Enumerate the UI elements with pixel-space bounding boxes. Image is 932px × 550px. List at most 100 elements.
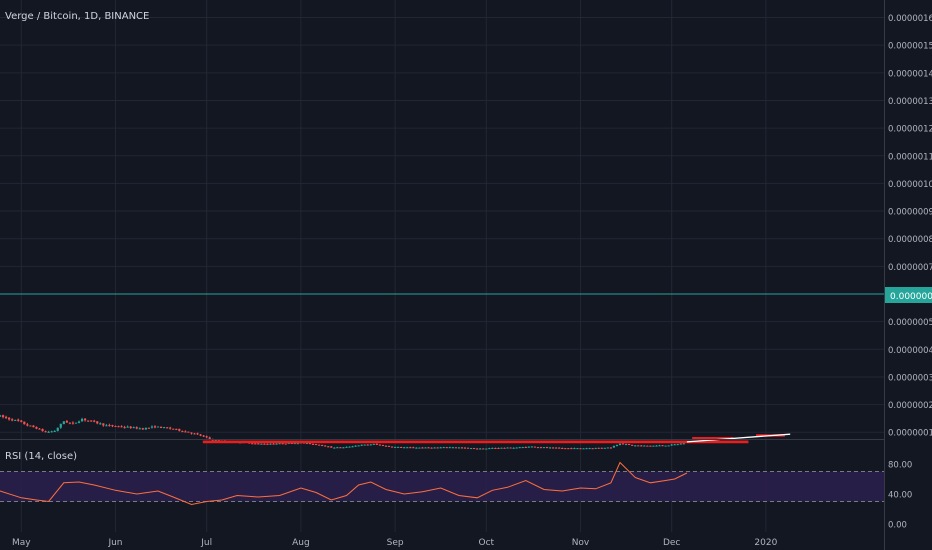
candle-body bbox=[591, 448, 594, 450]
candle-body bbox=[47, 431, 50, 433]
candle-body bbox=[597, 447, 600, 449]
trendline bbox=[686, 433, 791, 443]
time-axis[interactable]: May Jun Jul Aug Sep Oct Nov Dec 2020 bbox=[12, 538, 778, 548]
candle-body bbox=[372, 443, 375, 445]
candle-body bbox=[339, 447, 342, 449]
rsi-tick-label: 0.00 bbox=[888, 521, 907, 531]
resistance-zone bbox=[202, 440, 749, 444]
candle-body bbox=[561, 447, 564, 449]
candle-body bbox=[144, 427, 147, 430]
candle-body bbox=[539, 447, 543, 449]
candle-body bbox=[172, 428, 175, 430]
candle-body bbox=[23, 421, 26, 425]
candle-body bbox=[351, 446, 354, 448]
candle-body bbox=[387, 445, 391, 447]
candle-body bbox=[418, 447, 421, 449]
candle-body bbox=[8, 417, 11, 420]
candle-body bbox=[615, 444, 619, 447]
candle-body bbox=[357, 445, 360, 447]
last-price-tag: 0.00000060 bbox=[885, 287, 932, 303]
candle-body bbox=[603, 447, 606, 449]
candle-body bbox=[628, 443, 631, 445]
candle-body bbox=[87, 420, 90, 422]
candle-body bbox=[637, 445, 640, 447]
candle-body bbox=[254, 443, 257, 445]
candle-body bbox=[251, 443, 254, 445]
candle-body bbox=[327, 446, 330, 448]
candle-body bbox=[272, 443, 275, 445]
candle-body bbox=[208, 437, 211, 439]
candle-body bbox=[163, 427, 166, 429]
candle-body bbox=[135, 427, 138, 429]
candle-body bbox=[536, 447, 540, 449]
candle-body bbox=[311, 443, 315, 445]
candle-body bbox=[196, 433, 199, 435]
time-tick-label: Nov bbox=[572, 538, 590, 548]
candle-body bbox=[375, 443, 378, 445]
candle-body bbox=[360, 444, 363, 446]
candle-body bbox=[530, 446, 533, 448]
candle-body bbox=[506, 447, 509, 449]
candle-body bbox=[497, 447, 500, 449]
candle-body bbox=[305, 443, 309, 445]
candle-body bbox=[96, 421, 99, 424]
candle-body bbox=[573, 448, 576, 450]
candle-body bbox=[494, 447, 497, 449]
candle-body bbox=[600, 447, 603, 449]
candle-body bbox=[4, 416, 8, 418]
candle-body bbox=[427, 447, 430, 449]
candle-body bbox=[169, 427, 172, 429]
candle-body bbox=[321, 444, 324, 446]
candle-body bbox=[62, 421, 65, 425]
candle-body bbox=[178, 428, 181, 431]
candle-body bbox=[26, 424, 29, 426]
candle-body bbox=[594, 447, 597, 449]
rsi-axis[interactable]: 0.00 40.00 80.00 bbox=[888, 461, 912, 531]
candle-body bbox=[448, 447, 451, 449]
candle-body bbox=[488, 448, 491, 450]
candle-body bbox=[378, 444, 382, 446]
candle-body bbox=[14, 419, 17, 421]
candle-body bbox=[65, 421, 68, 423]
candle-body bbox=[275, 443, 278, 445]
candle-body bbox=[466, 447, 470, 449]
time-tick-label: Oct bbox=[478, 538, 494, 548]
candle-body bbox=[190, 432, 193, 434]
candle-body bbox=[515, 447, 518, 449]
chart-title: Verge / Bitcoin, 1D, BINANCE bbox=[5, 11, 149, 22]
candle-body bbox=[618, 443, 622, 445]
candle-body bbox=[314, 444, 318, 446]
time-tick-label: Aug bbox=[292, 538, 310, 548]
candle-body bbox=[670, 444, 673, 446]
candle-body bbox=[676, 444, 679, 446]
candle-body bbox=[324, 445, 327, 447]
candle-body bbox=[390, 446, 394, 448]
candle-body bbox=[564, 448, 567, 450]
candle-body bbox=[29, 425, 32, 427]
candle-body bbox=[652, 445, 655, 447]
candle-body bbox=[120, 426, 123, 428]
candle-body bbox=[518, 447, 521, 449]
candle-body bbox=[460, 447, 464, 449]
candle-body bbox=[150, 426, 154, 428]
time-tick-label: Jun bbox=[107, 538, 122, 548]
candle-body bbox=[588, 448, 591, 450]
candle-body bbox=[181, 430, 184, 432]
candle-body bbox=[123, 427, 126, 429]
candle-body bbox=[345, 446, 348, 448]
candle-body bbox=[290, 443, 293, 445]
candle-body bbox=[187, 431, 190, 433]
candle-body bbox=[111, 425, 114, 427]
candle-body bbox=[336, 447, 339, 449]
rsi-series-line bbox=[0, 461, 688, 506]
candle-body bbox=[32, 425, 35, 428]
candle-body bbox=[655, 445, 658, 447]
annotations bbox=[0, 293, 884, 444]
